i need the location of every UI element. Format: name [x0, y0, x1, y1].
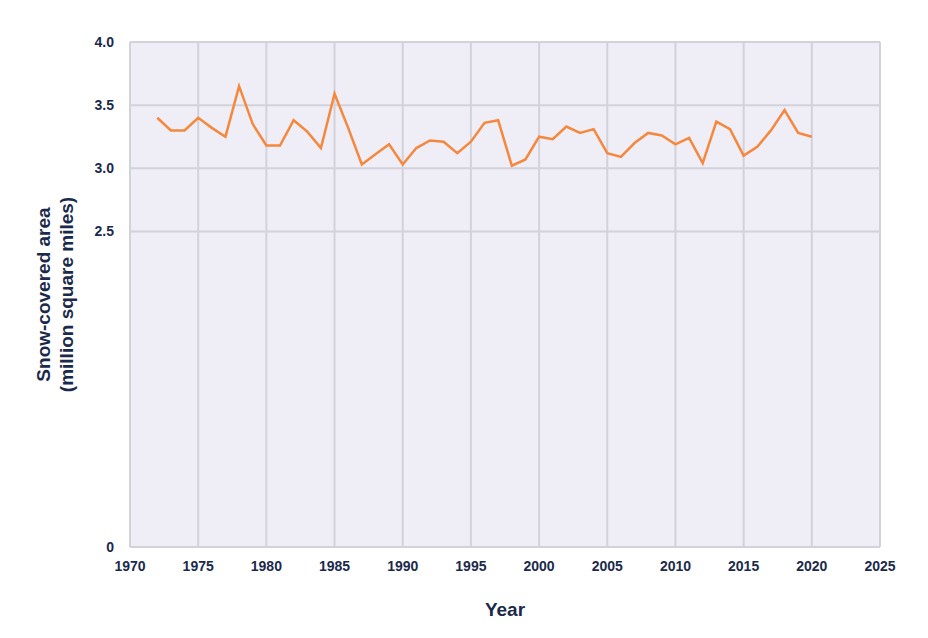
- svg-text:0: 0: [106, 539, 114, 555]
- svg-text:3.5: 3.5: [95, 97, 115, 113]
- svg-text:1985: 1985: [319, 558, 350, 574]
- svg-text:3.0: 3.0: [95, 160, 115, 176]
- svg-text:Snow-covered area(million squa: Snow-covered area(million square miles): [33, 197, 77, 392]
- svg-text:1995: 1995: [455, 558, 486, 574]
- svg-text:2010: 2010: [660, 558, 691, 574]
- svg-text:1975: 1975: [183, 558, 214, 574]
- svg-text:2000: 2000: [524, 558, 555, 574]
- svg-text:2.5: 2.5: [95, 223, 115, 239]
- svg-text:1990: 1990: [387, 558, 418, 574]
- svg-text:2025: 2025: [864, 558, 895, 574]
- svg-text:2020: 2020: [796, 558, 827, 574]
- svg-text:1980: 1980: [251, 558, 282, 574]
- svg-text:Year: Year: [485, 599, 526, 620]
- svg-text:4.0: 4.0: [95, 34, 115, 50]
- svg-text:2015: 2015: [728, 558, 759, 574]
- svg-text:1970: 1970: [114, 558, 145, 574]
- svg-text:2005: 2005: [592, 558, 623, 574]
